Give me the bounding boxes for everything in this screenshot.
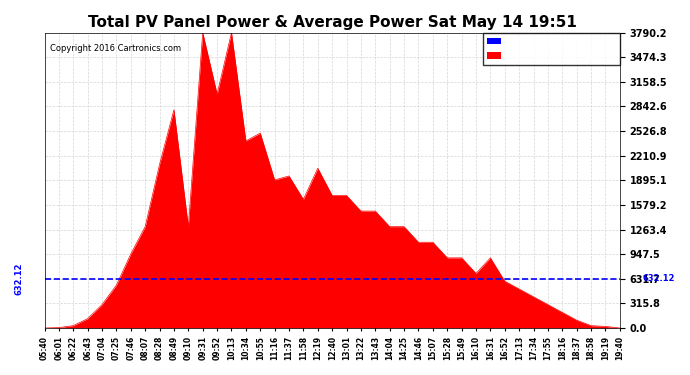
Text: 632.12: 632.12	[642, 274, 675, 283]
Text: Copyright 2016 Cartronics.com: Copyright 2016 Cartronics.com	[50, 44, 181, 53]
Legend: Average  (DC Watts), PV Panels  (DC Watts): Average (DC Watts), PV Panels (DC Watts)	[483, 33, 620, 65]
Title: Total PV Panel Power & Average Power Sat May 14 19:51: Total PV Panel Power & Average Power Sat…	[88, 15, 577, 30]
Text: 632.12: 632.12	[15, 262, 24, 295]
